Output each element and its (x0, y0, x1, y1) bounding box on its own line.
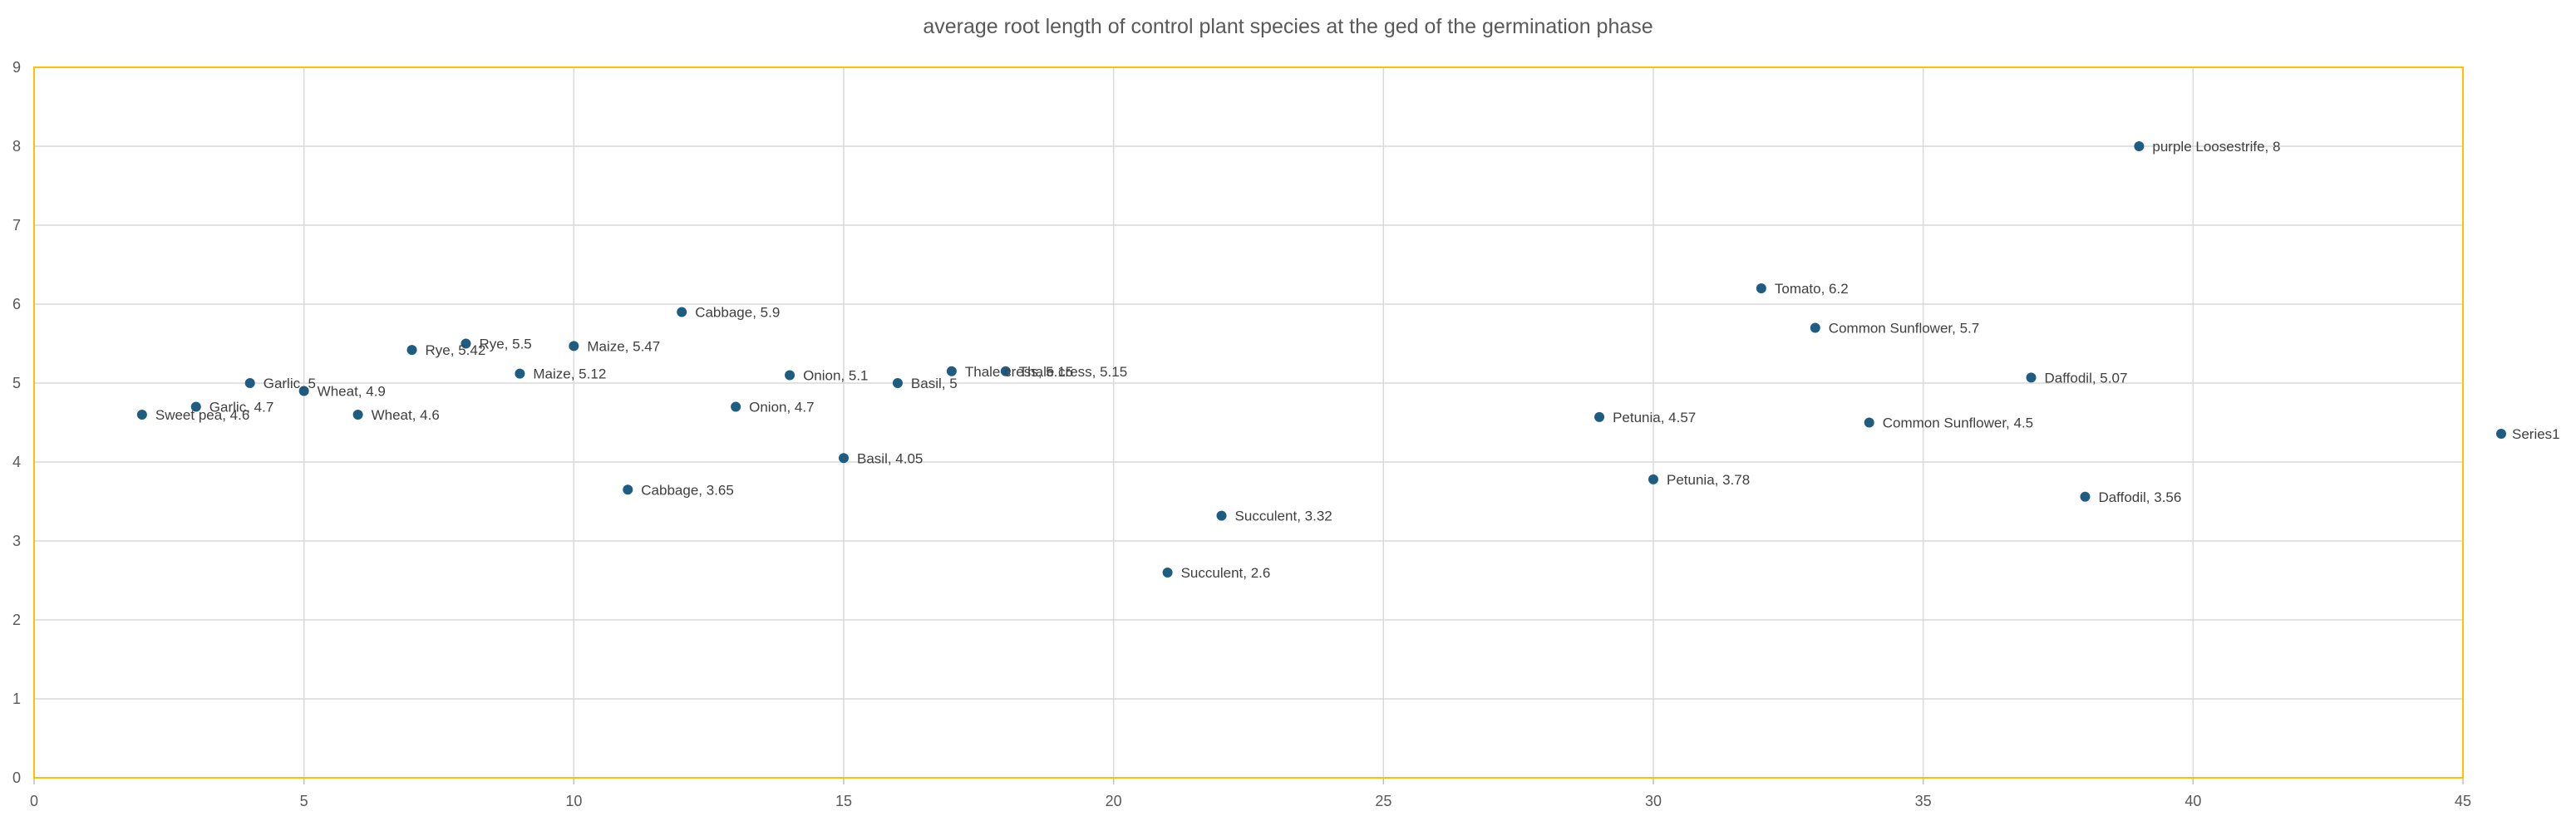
legend-label: Series1 (2512, 426, 2560, 442)
y-tick-label: 6 (12, 296, 21, 312)
data-label: purple Loosestrife, 8 (2152, 139, 2280, 155)
data-label: Common Sunflower, 4.5 (1883, 415, 2033, 431)
data-point (2026, 372, 2037, 383)
x-tick-label: 30 (1645, 793, 1662, 809)
data-point (2134, 141, 2145, 151)
data-label: Wheat, 4.9 (318, 384, 386, 400)
data-label: Maize, 5.47 (587, 338, 660, 354)
data-label: Thale cress, 5.15 (1019, 364, 1127, 380)
data-point (1756, 283, 1766, 293)
x-tick-label: 0 (30, 793, 38, 809)
data-point (677, 307, 687, 317)
data-label: Cabbage, 3.65 (641, 482, 734, 498)
data-points (136, 141, 2145, 578)
data-label: Wheat, 4.6 (372, 407, 440, 423)
data-label: Petunia, 4.57 (1613, 410, 1696, 425)
x-tick-label: 15 (835, 793, 852, 809)
data-label: Garlic, 4.7 (209, 400, 273, 415)
data-point (298, 386, 309, 396)
y-tick-label: 5 (12, 375, 21, 391)
data-point (244, 378, 255, 388)
x-tick-label: 35 (1915, 793, 1932, 809)
data-label: Petunia, 3.78 (1667, 472, 1750, 488)
data-label: Common Sunflower, 5.7 (1829, 321, 1979, 337)
data-label: Tomato, 6.2 (1775, 281, 1849, 297)
data-point (839, 453, 849, 464)
y-tick-label: 4 (12, 454, 21, 470)
x-tick-label: 25 (1375, 793, 1391, 809)
data-label: Thale cress, 5.15 (965, 364, 1073, 380)
data-point (1648, 474, 1658, 484)
data-label: Daffodil, 5.07 (2045, 370, 2128, 386)
legend-marker (2496, 429, 2506, 439)
data-label: Rye, 5.5 (479, 337, 531, 352)
data-label: Rye, 5.42 (426, 342, 486, 358)
y-tick-label: 0 (12, 769, 21, 786)
data-label: Onion, 4.7 (749, 400, 814, 415)
x-tick-label: 5 (300, 793, 308, 809)
data-label: Cabbage, 5.9 (695, 305, 780, 321)
data-label: Sweet pea, 4.6 (155, 407, 249, 423)
x-tick-label: 10 (565, 793, 582, 809)
x-tick-label: 45 (2455, 793, 2471, 809)
data-point (406, 345, 417, 356)
data-label: Succulent, 2.6 (1181, 565, 1271, 581)
data-label: Onion, 5.1 (803, 368, 868, 384)
data-label: Daffodil, 3.56 (2098, 489, 2181, 505)
data-point (1162, 568, 1173, 578)
data-label: Maize, 5.12 (533, 366, 606, 382)
data-label: Basil, 5 (911, 376, 958, 391)
data-point (892, 378, 903, 388)
data-point (731, 401, 741, 412)
data-point (623, 484, 633, 495)
y-tick-label: 7 (12, 217, 21, 234)
data-point (190, 401, 201, 412)
data-point (946, 366, 957, 376)
chart-title: average root length of control plant spe… (923, 15, 1653, 38)
data-point (136, 410, 147, 420)
data-point (1864, 417, 1874, 428)
y-tick-label: 3 (12, 533, 21, 549)
data-label: Garlic, 5 (264, 376, 316, 391)
data-point (515, 368, 525, 379)
y-tick-label: 8 (12, 138, 21, 155)
y-tick-label: 1 (12, 691, 21, 707)
data-point (1216, 510, 1227, 521)
data-point (785, 370, 795, 381)
x-tick-label: 20 (1106, 793, 1122, 809)
plot-area-border (33, 66, 2464, 779)
data-point (1594, 411, 1605, 422)
legend: Series1 (2496, 426, 2560, 442)
data-point (1810, 322, 1820, 333)
data-point (1000, 366, 1011, 376)
y-tick-label: 9 (12, 59, 21, 76)
y-tick-label: 2 (12, 612, 21, 628)
x-tick-label: 40 (2184, 793, 2201, 809)
data-point (352, 410, 363, 420)
data-label: Basil, 4.05 (857, 450, 923, 466)
data-point (2080, 491, 2091, 502)
data-label: Succulent, 3.32 (1235, 509, 1332, 524)
data-point (461, 338, 471, 349)
data-point (569, 341, 579, 352)
